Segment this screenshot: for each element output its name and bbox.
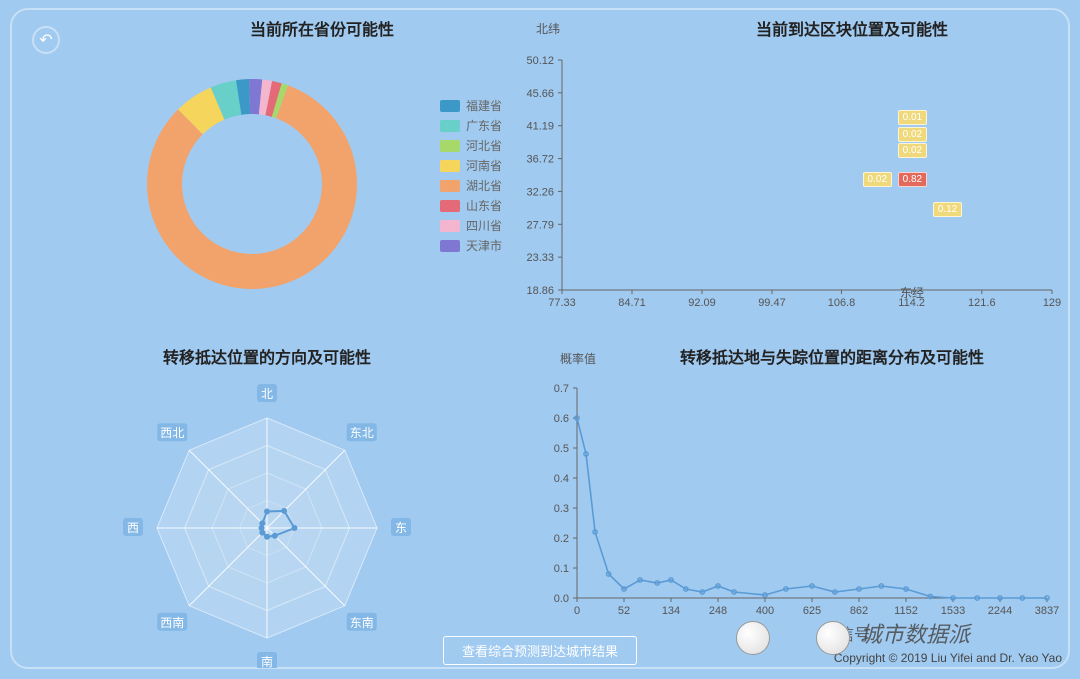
svg-text:36.72: 36.72 bbox=[526, 154, 554, 166]
svg-text:134: 134 bbox=[662, 605, 680, 617]
legend-label: 广东省 bbox=[466, 117, 502, 134]
svg-text:400: 400 bbox=[756, 605, 774, 617]
legend-item[interactable]: 湖北省 bbox=[440, 177, 502, 194]
legend-label: 四川省 bbox=[466, 217, 502, 234]
scatter-chart: 当前到达区块位置及可能性 北纬 18.86 23.33 27.79 32.26 36.7… bbox=[522, 16, 1062, 316]
scatter-cell[interactable]: 0.02 bbox=[898, 127, 927, 142]
legend-swatch bbox=[440, 160, 460, 172]
legend-swatch bbox=[440, 180, 460, 192]
svg-text:50.12: 50.12 bbox=[526, 55, 554, 67]
svg-text:0.2: 0.2 bbox=[554, 533, 569, 545]
scatter-ylabel: 北纬 bbox=[536, 20, 560, 37]
scatter-cell[interactable]: 0.02 bbox=[863, 172, 892, 187]
legend-swatch bbox=[440, 240, 460, 252]
watermark-main: 城市数据派 bbox=[860, 617, 970, 649]
scatter-cell[interactable]: 0.12 bbox=[933, 202, 962, 217]
svg-text:862: 862 bbox=[850, 605, 868, 617]
donut-chart: 当前所在省份可能性 福建省广东省河北省河南省湖北省山东省四川省天津市 bbox=[62, 16, 502, 319]
svg-text:0.3: 0.3 bbox=[554, 503, 569, 515]
back-button[interactable]: ↶ bbox=[32, 26, 60, 54]
radar-chart: 转移抵达位置的方向及可能性 北东北东东南南西南西西北 bbox=[52, 330, 482, 650]
svg-text:南: 南 bbox=[261, 654, 273, 668]
scatter-cell[interactable]: 0.82 bbox=[898, 172, 927, 187]
svg-text:45.66: 45.66 bbox=[526, 88, 554, 100]
legend-label: 山东省 bbox=[466, 197, 502, 214]
scatter-title: 当前到达区块位置及可能性 bbox=[642, 16, 1062, 40]
svg-text:0: 0 bbox=[574, 605, 580, 617]
dashboard-panel: ↶ 当前所在省份可能性 福建省广东省河北省河南省湖北省山东省四川省天津市 当前到… bbox=[10, 8, 1070, 669]
view-result-button[interactable]: 查看综合预测到达城市结果 bbox=[443, 636, 637, 665]
legend-item[interactable]: 河北省 bbox=[440, 137, 502, 154]
legend-label: 天津市 bbox=[466, 237, 502, 254]
legend-item[interactable]: 河南省 bbox=[440, 157, 502, 174]
legend-item[interactable]: 广东省 bbox=[440, 117, 502, 134]
radar-svg: 北东北东东南南 西南 西 西北 bbox=[52, 368, 482, 668]
line-title: 转移抵达地与失踪位置的距离分布及可能性 bbox=[602, 344, 1062, 368]
svg-text:3837: 3837 bbox=[1035, 605, 1059, 617]
line-chart: 转移抵达地与失踪位置的距离分布及可能性 概率值 0.00.10.20.30.40… bbox=[522, 330, 1062, 640]
watermark-avatar-2 bbox=[816, 621, 850, 655]
radar-title: 转移抵达位置的方向及可能性 bbox=[52, 344, 482, 368]
svg-text:0.6: 0.6 bbox=[554, 413, 569, 425]
svg-text:121.6: 121.6 bbox=[968, 297, 996, 309]
legend-swatch bbox=[440, 140, 460, 152]
legend-swatch bbox=[440, 220, 460, 232]
svg-text:北: 北 bbox=[261, 387, 273, 401]
legend-label: 福建省 bbox=[466, 97, 502, 114]
svg-text:西北: 西北 bbox=[160, 426, 184, 440]
legend-item[interactable]: 四川省 bbox=[440, 217, 502, 234]
svg-text:77.33: 77.33 bbox=[548, 297, 576, 309]
svg-text:东: 东 bbox=[395, 521, 407, 535]
line-svg: 0.0 0.1 0.2 0.3 0.4 0.5 0.6 0.7 0 52 134 248 400 625 8… bbox=[522, 368, 1062, 638]
line-ylabel: 概率值 bbox=[560, 350, 596, 367]
legend-label: 湖北省 bbox=[466, 177, 502, 194]
svg-text:0.7: 0.7 bbox=[554, 383, 569, 395]
svg-text:52: 52 bbox=[618, 605, 630, 617]
svg-text:23.33: 23.33 bbox=[526, 252, 554, 264]
scatter-cell[interactable]: 0.01 bbox=[898, 110, 927, 125]
donut-legend: 福建省广东省河北省河南省湖北省山东省四川省天津市 bbox=[440, 94, 502, 257]
svg-text:西: 西 bbox=[127, 521, 139, 535]
legend-item[interactable]: 天津市 bbox=[440, 237, 502, 254]
scatter-xlabel: 东经 bbox=[900, 284, 924, 301]
legend-item[interactable]: 福建省 bbox=[440, 97, 502, 114]
donut-svg bbox=[62, 44, 502, 314]
scatter-cell[interactable]: 0.02 bbox=[898, 143, 927, 158]
svg-text:99.47: 99.47 bbox=[758, 297, 786, 309]
svg-text:84.71: 84.71 bbox=[618, 297, 646, 309]
svg-text:0.1: 0.1 bbox=[554, 563, 569, 575]
legend-label: 河北省 bbox=[466, 137, 502, 154]
svg-text:东北: 东北 bbox=[350, 426, 374, 440]
svg-text:1533: 1533 bbox=[941, 605, 965, 617]
watermark-avatar-1 bbox=[736, 621, 770, 655]
svg-text:32.26: 32.26 bbox=[526, 186, 554, 198]
svg-text:248: 248 bbox=[709, 605, 727, 617]
svg-text:0.4: 0.4 bbox=[554, 473, 569, 485]
back-icon: ↶ bbox=[39, 30, 52, 50]
svg-text:625: 625 bbox=[803, 605, 821, 617]
svg-text:0.0: 0.0 bbox=[554, 593, 569, 605]
legend-swatch bbox=[440, 120, 460, 132]
svg-text:2244: 2244 bbox=[988, 605, 1012, 617]
svg-text:106.8: 106.8 bbox=[828, 297, 856, 309]
legend-swatch bbox=[440, 200, 460, 212]
svg-text:1152: 1152 bbox=[894, 605, 918, 617]
copyright-text: Copyright © 2019 Liu Yifei and Dr. Yao Y… bbox=[834, 651, 1062, 665]
svg-text:西南: 西南 bbox=[160, 615, 184, 630]
donut-title: 当前所在省份可能性 bbox=[142, 16, 502, 40]
svg-text:27.79: 27.79 bbox=[526, 219, 554, 231]
legend-item[interactable]: 山东省 bbox=[440, 197, 502, 214]
legend-label: 河南省 bbox=[466, 157, 502, 174]
legend-swatch bbox=[440, 100, 460, 112]
scatter-svg: 18.86 23.33 27.79 32.26 36.72 41.19 45.66 50.12… bbox=[522, 40, 1062, 320]
svg-text:0.5: 0.5 bbox=[554, 443, 569, 455]
svg-text:41.19: 41.19 bbox=[526, 121, 554, 133]
svg-text:129: 129 bbox=[1043, 297, 1061, 309]
svg-text:18.86: 18.86 bbox=[526, 285, 554, 297]
svg-text:东南: 东南 bbox=[350, 615, 374, 630]
svg-text:92.09: 92.09 bbox=[688, 297, 716, 309]
